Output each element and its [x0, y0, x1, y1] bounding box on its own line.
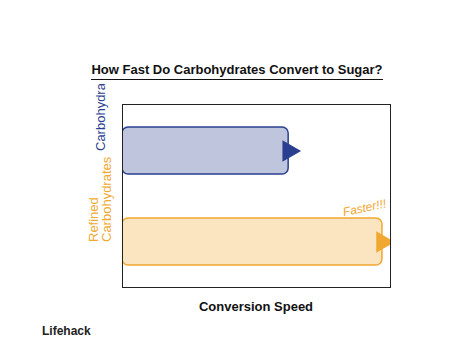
svg-text:RefinedCarbohydrates: RefinedCarbohydrates	[86, 156, 114, 242]
html-text:Conversion Speed: Conversion Speed	[198, 299, 314, 314]
html-text:Lifehack: Lifehack	[42, 324, 91, 338]
svg-text:Faster!!!: Faster!!!	[341, 196, 388, 219]
svg-text:Carbohydrates: Carbohydrates	[93, 84, 108, 151]
html-text:How Fast Do Carbohydrates Conv: How Fast Do Carbohydrates Convert to Sug…	[91, 62, 383, 77]
